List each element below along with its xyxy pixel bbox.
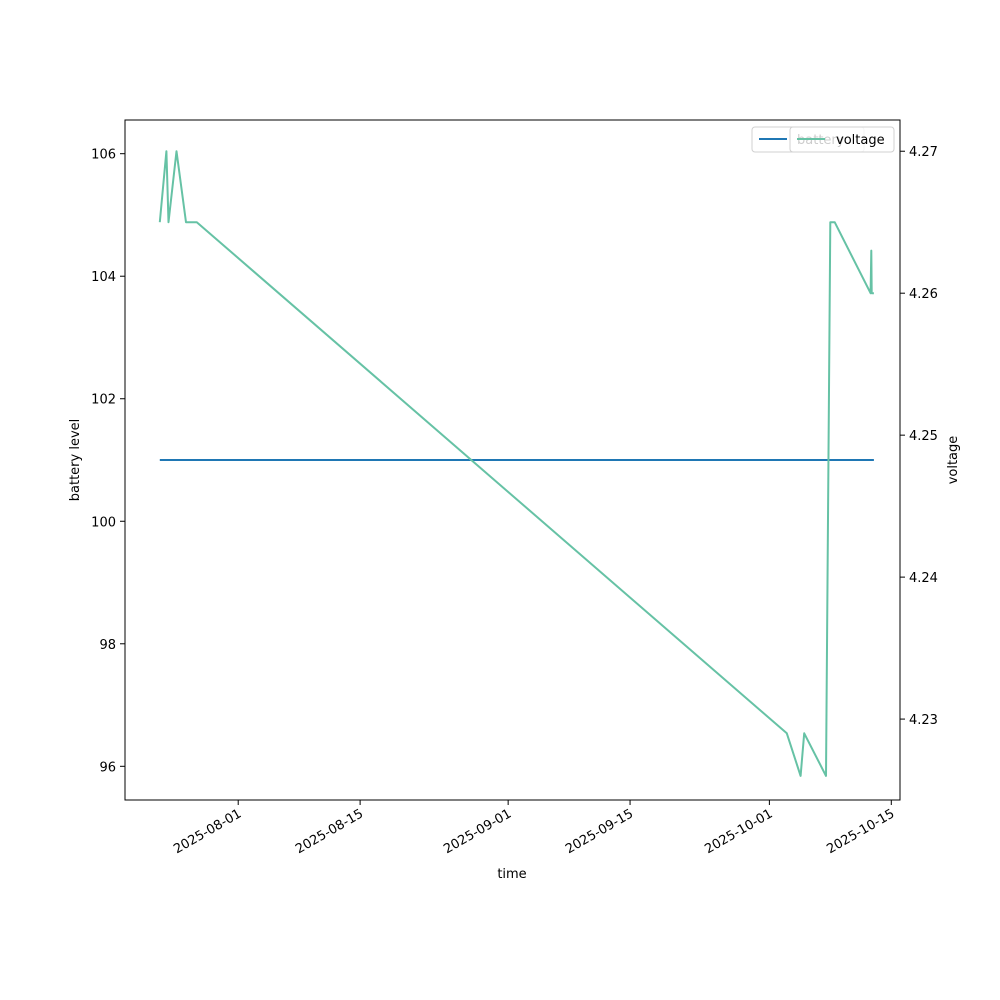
series-line-voltage [158,150,874,777]
y2-axis-label: voltage [946,436,961,485]
y2-tick-label: 4.24 [909,571,938,586]
y-axis-ticks: 96 98 100 102 104 106 [91,148,125,775]
y2-tick-label: 4.26 [909,287,938,302]
y-tick-label: 102 [91,393,116,408]
y-axis-label: battery level [68,419,83,502]
series-lines [158,150,874,777]
x-axis-label: time [497,867,526,882]
y-tick-label: 100 [91,515,116,530]
y2-tick-label: 4.27 [909,145,938,160]
legend-right-box [789,126,895,153]
y2-axis-ticks: 4.23 4.24 4.25 4.26 4.27 [900,145,938,728]
y2-tick-label: 4.25 [909,429,938,444]
plot-frame [124,119,901,801]
y2-tick-label: 4.23 [909,713,938,728]
legend-voltage-label: voltage [836,133,885,148]
legend-right: voltage [789,126,895,153]
y-tick-label: 98 [99,638,116,653]
y-tick-label: 104 [91,270,116,285]
y-tick-label: 96 [99,760,116,775]
y-tick-label: 106 [91,148,116,163]
